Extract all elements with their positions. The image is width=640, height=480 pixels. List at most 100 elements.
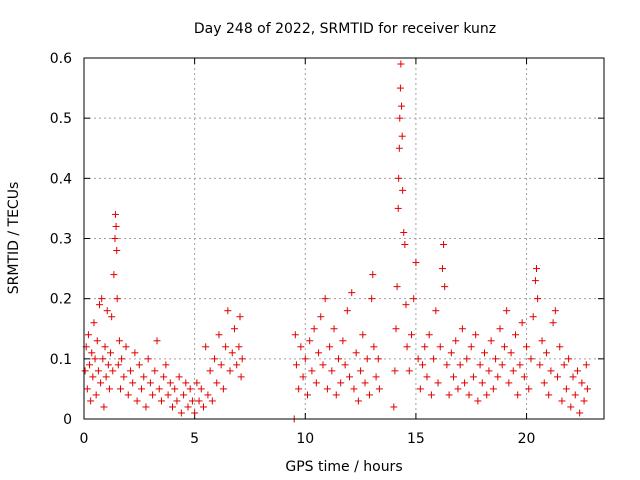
data-point — [582, 361, 590, 369]
data-point — [122, 343, 130, 351]
data-point — [540, 379, 548, 387]
data-point — [164, 391, 172, 399]
data-point — [211, 355, 219, 363]
data-point — [235, 343, 243, 351]
data-point — [120, 373, 128, 381]
data-point — [395, 174, 403, 182]
data-point — [129, 379, 137, 387]
data-point — [102, 373, 110, 381]
data-point — [306, 337, 314, 345]
data-point — [494, 373, 502, 381]
data-point — [398, 102, 406, 110]
data-point — [111, 235, 119, 242]
data-point — [84, 331, 92, 339]
data-point — [573, 367, 581, 375]
data-point — [425, 331, 433, 339]
data-point — [365, 391, 373, 399]
data-point — [395, 144, 403, 152]
data-point — [83, 385, 91, 393]
data-point — [465, 391, 473, 399]
data-point — [569, 373, 577, 381]
data-point — [394, 204, 402, 212]
data-point — [427, 391, 435, 399]
data-point — [374, 355, 382, 363]
data-point — [140, 373, 148, 381]
data-point — [514, 391, 522, 399]
plot-frame — [83, 57, 605, 420]
data-point — [397, 60, 405, 68]
x-tick-label: 15 — [407, 431, 425, 447]
data-point — [450, 373, 458, 381]
data-point — [299, 373, 307, 381]
data-point — [97, 379, 105, 387]
data-point — [100, 403, 108, 411]
data-point — [135, 361, 143, 369]
x-tick-labels: 0 5 10 15 20 — [80, 431, 536, 447]
data-point — [295, 385, 303, 393]
data-point — [157, 397, 165, 405]
data-point — [348, 289, 356, 297]
data-point — [195, 397, 203, 405]
data-point — [193, 379, 201, 387]
data-point — [202, 343, 210, 351]
data-point — [547, 367, 555, 375]
data-point — [434, 379, 442, 387]
data-point — [326, 343, 334, 351]
data-point — [419, 361, 427, 369]
data-point — [226, 367, 234, 375]
data-point — [441, 283, 449, 291]
data-point — [126, 367, 134, 375]
data-point — [101, 343, 109, 351]
data-point — [236, 313, 244, 321]
data-point — [332, 391, 340, 399]
data-point — [354, 397, 362, 405]
data-point — [432, 307, 440, 315]
data-point — [301, 355, 309, 363]
data-point — [472, 331, 480, 339]
data-point — [560, 361, 568, 369]
data-point — [291, 331, 299, 339]
data-point — [182, 379, 190, 387]
data-point — [551, 307, 559, 315]
y-tick-label: 0.1 — [50, 352, 72, 368]
data-point — [538, 337, 546, 345]
data-point — [177, 409, 185, 417]
data-point — [297, 343, 305, 351]
data-point — [580, 397, 588, 405]
data-point — [90, 319, 98, 327]
data-point — [312, 379, 320, 387]
data-point — [184, 403, 192, 411]
data-point — [545, 391, 553, 399]
data-point — [95, 301, 103, 309]
data-point — [339, 337, 347, 345]
data-point — [308, 367, 316, 375]
data-point — [343, 307, 351, 315]
data-point — [483, 391, 491, 399]
x-tick-label: 10 — [296, 431, 314, 447]
data-point — [456, 361, 464, 369]
data-point — [188, 397, 196, 405]
data-point — [217, 361, 225, 369]
data-point — [321, 295, 329, 303]
data-point — [407, 331, 415, 339]
data-point — [370, 343, 378, 351]
data-point — [398, 132, 406, 140]
data-point — [115, 337, 123, 345]
data-point — [461, 379, 469, 387]
y-axis-title: SRMTID / TECUs — [6, 182, 22, 295]
data-point — [556, 343, 564, 351]
data-point — [454, 385, 462, 393]
data-point — [474, 397, 482, 405]
data-point — [337, 379, 345, 387]
data-point — [391, 367, 399, 375]
data-point — [476, 361, 484, 369]
data-point — [224, 307, 232, 315]
data-point — [215, 331, 223, 339]
data-point — [421, 343, 429, 351]
data-point — [363, 355, 371, 363]
data-point — [523, 343, 531, 351]
data-point — [114, 361, 122, 369]
data-point — [529, 313, 537, 321]
data-point — [487, 337, 495, 345]
